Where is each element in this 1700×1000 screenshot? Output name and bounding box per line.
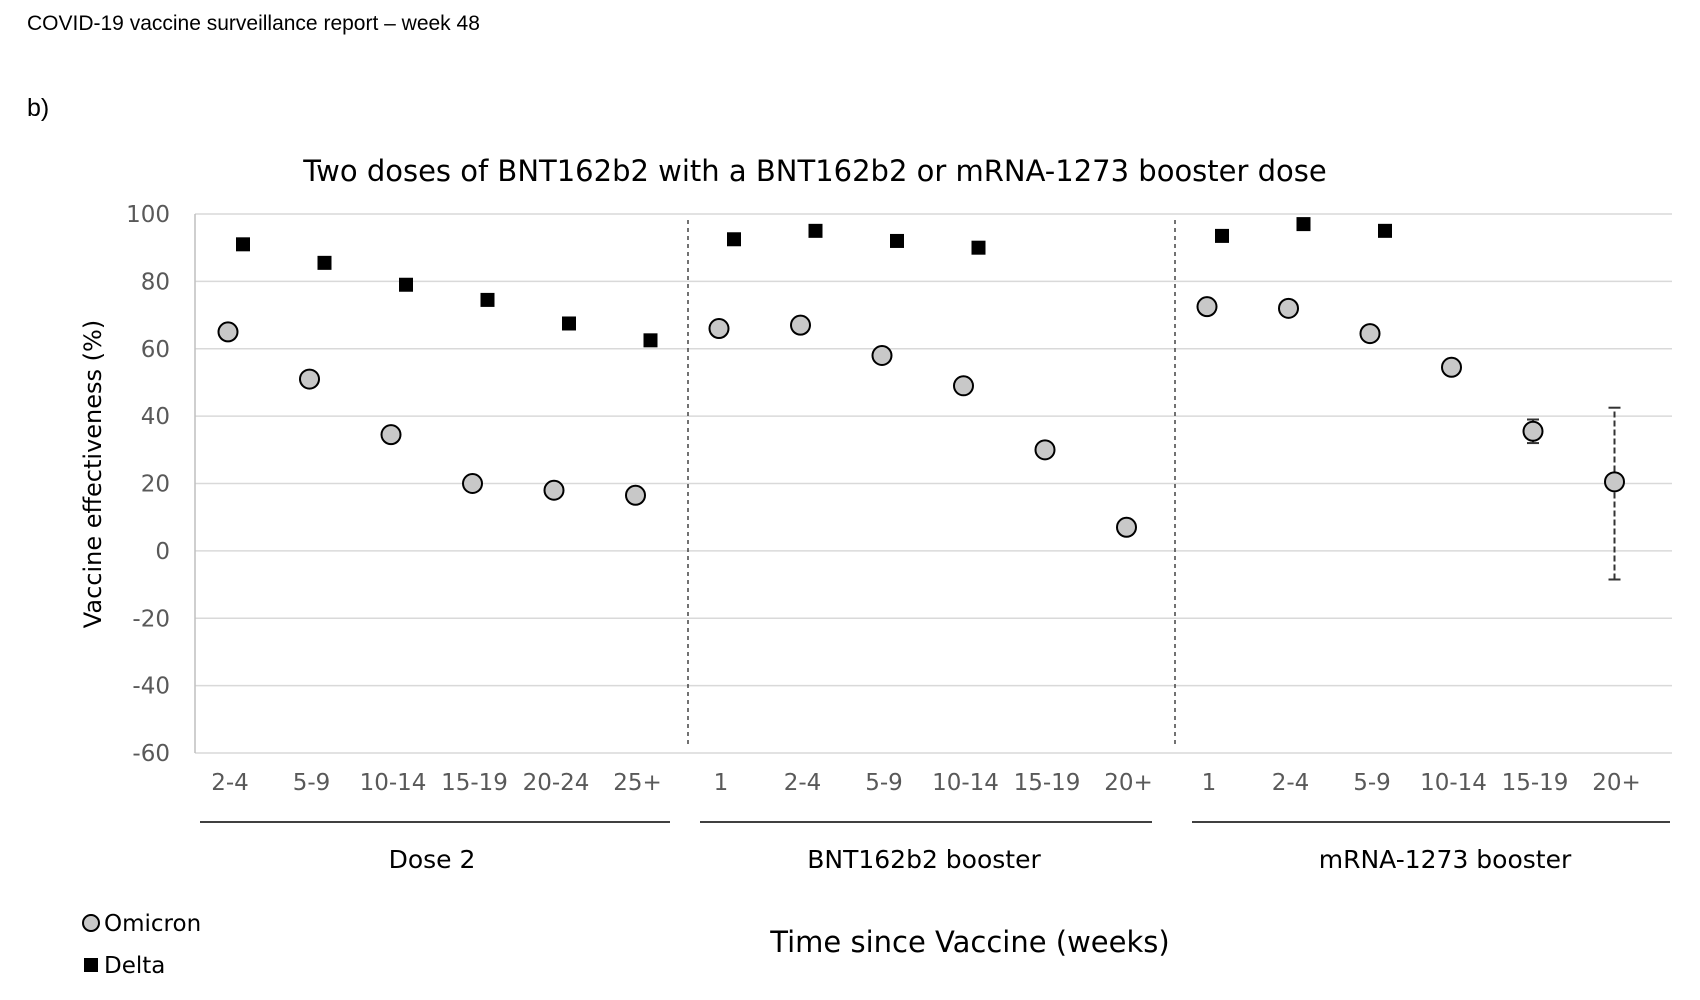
delta-point bbox=[727, 232, 741, 247]
x-tick-label: 5-9 bbox=[865, 770, 903, 796]
x-tick-label: 10-14 bbox=[1420, 770, 1487, 796]
group-label: mRNA-1273 booster bbox=[1319, 845, 1572, 874]
y-tick-label: -40 bbox=[132, 674, 170, 700]
omicron-point bbox=[953, 375, 974, 397]
x-tick-label: 15-19 bbox=[1502, 770, 1569, 796]
y-axis-label: Vaccine effectiveness (%) bbox=[79, 320, 107, 628]
delta-point bbox=[1378, 223, 1392, 238]
data-points bbox=[217, 217, 1625, 538]
group-labels: Dose 2 BNT162b2 booster mRNA-1273 booster bbox=[200, 821, 1670, 874]
y-tick-label: -60 bbox=[132, 741, 170, 767]
x-tick-label: 15-19 bbox=[1014, 770, 1081, 796]
omicron-point bbox=[871, 344, 893, 366]
omicron-point bbox=[217, 321, 239, 343]
x-tick-label: 2-4 bbox=[784, 770, 822, 796]
delta-point bbox=[890, 233, 904, 248]
delta-point bbox=[562, 316, 576, 331]
x-tick-label: 10-14 bbox=[932, 770, 999, 796]
delta-point bbox=[1296, 217, 1311, 232]
x-tick-label: 5-9 bbox=[293, 770, 331, 796]
y-tick-label: 100 bbox=[126, 202, 170, 228]
legend-omicron-label: Omicron bbox=[104, 911, 201, 937]
x-tick-label: 2-4 bbox=[1272, 770, 1310, 796]
y-tick-label: 20 bbox=[141, 472, 170, 498]
omicron-point bbox=[1034, 439, 1056, 461]
omicron-point bbox=[1116, 516, 1137, 538]
delta-point bbox=[1215, 228, 1229, 243]
x-tick-label: 5-9 bbox=[1353, 770, 1391, 796]
omicron-point bbox=[1278, 297, 1299, 319]
omicron-point bbox=[1522, 420, 1544, 442]
legend-delta-label: Delta bbox=[104, 953, 165, 979]
x-tick-label: 10-14 bbox=[360, 770, 427, 796]
omicron-point bbox=[708, 318, 730, 340]
delta-point bbox=[399, 277, 413, 292]
group-label: Dose 2 bbox=[389, 845, 476, 874]
delta-point bbox=[808, 223, 823, 238]
y-tick-label: -20 bbox=[132, 606, 170, 632]
delta-point bbox=[643, 333, 658, 348]
y-tick-labels: 100 80 60 40 20 0 -20 -40 -60 bbox=[126, 202, 170, 767]
y-tick-label: 40 bbox=[141, 404, 170, 430]
x-tick-label: 25+ bbox=[613, 770, 662, 796]
chart-title: Two doses of BNT162b2 with a BNT162b2 or… bbox=[302, 154, 1327, 188]
omicron-point bbox=[1359, 323, 1381, 345]
omicron-point bbox=[1196, 296, 1218, 318]
gridlines bbox=[194, 213, 1672, 754]
omicron-point bbox=[299, 368, 320, 390]
y-tick-label: 60 bbox=[141, 337, 170, 363]
report-header: COVID-19 vaccine surveillance report – w… bbox=[27, 12, 480, 35]
x-tick-label: 15-19 bbox=[441, 770, 508, 796]
legend-delta-marker bbox=[84, 958, 98, 972]
delta-point bbox=[480, 292, 495, 307]
omicron-point bbox=[1604, 471, 1625, 493]
x-tick-label: 20-24 bbox=[523, 770, 590, 796]
x-axis-label: Time since Vaccine (weeks) bbox=[769, 925, 1169, 959]
delta-point bbox=[236, 237, 250, 252]
x-tick-label: 2-4 bbox=[211, 770, 249, 796]
delta-point bbox=[317, 255, 332, 270]
omicron-point bbox=[462, 473, 483, 494]
y-tick-label: 80 bbox=[141, 269, 170, 295]
panel-label: b) bbox=[27, 94, 50, 122]
omicron-point bbox=[543, 479, 565, 501]
omicron-point bbox=[1441, 356, 1462, 378]
omicron-point bbox=[625, 484, 646, 506]
x-tick-label: 20+ bbox=[1104, 770, 1153, 796]
omicron-point bbox=[380, 424, 402, 446]
y-tick-label: 0 bbox=[155, 539, 170, 565]
group-dividers bbox=[687, 220, 1176, 745]
group-label: BNT162b2 booster bbox=[807, 845, 1041, 874]
omicron-point bbox=[790, 314, 811, 336]
x-tick-labels: 2-4 5-9 10-14 15-19 20-24 25+ 1 2-4 5-9 10-14 15-1… bbox=[211, 770, 1641, 796]
legend-omicron-marker bbox=[82, 914, 100, 932]
x-tick-label: 1 bbox=[1202, 770, 1217, 796]
legend: Omicron Delta bbox=[82, 911, 201, 979]
delta-point bbox=[971, 240, 986, 255]
x-tick-label: 1 bbox=[714, 770, 729, 796]
x-tick-label: 20+ bbox=[1592, 770, 1641, 796]
